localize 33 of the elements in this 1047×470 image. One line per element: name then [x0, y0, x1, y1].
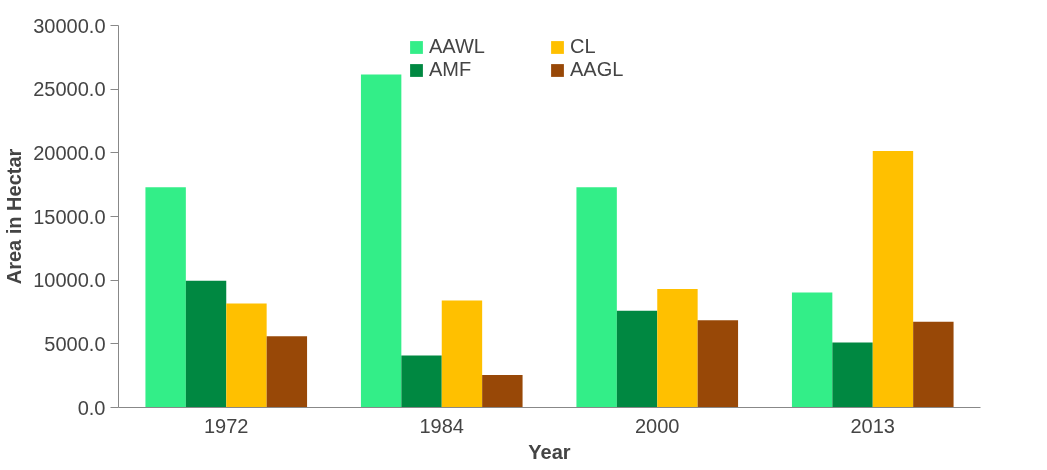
bar [913, 321, 954, 408]
x-tick-label: 1972 [204, 414, 249, 437]
legend-label: AAWL [429, 35, 486, 58]
y-tick-label: 20000.0 [33, 141, 106, 164]
y-tick-label: 10000.0 [33, 269, 106, 292]
bar [576, 187, 617, 408]
legend-label: CL [570, 35, 597, 58]
y-tick-label: 25000.0 [33, 78, 106, 101]
bar [185, 280, 227, 408]
x-tick-label: 2013 [850, 414, 895, 437]
bar [441, 300, 483, 408]
bar [145, 187, 186, 408]
bar [226, 303, 267, 408]
y-tick-label: 5000.0 [44, 332, 106, 355]
bar [697, 320, 739, 408]
y-tick-label: 30000.0 [33, 14, 106, 37]
y-tick-label: 0.0 [77, 396, 106, 419]
bar [657, 289, 698, 408]
bar [266, 336, 308, 408]
y-tick-label: 15000.0 [33, 205, 106, 228]
bar [791, 292, 833, 408]
bar [832, 342, 873, 408]
bar [482, 375, 523, 408]
bar [401, 355, 442, 408]
legend-label: AAGL [570, 58, 625, 81]
x-axis-title: Year [528, 440, 571, 463]
x-tick-label: 2000 [635, 414, 680, 437]
bar [616, 310, 658, 408]
y-axis-title: Area in Hectar [3, 148, 26, 285]
legend-label: AMF [429, 58, 473, 81]
bar [872, 150, 914, 408]
x-tick-label: 1984 [419, 414, 464, 437]
bar [360, 74, 402, 408]
